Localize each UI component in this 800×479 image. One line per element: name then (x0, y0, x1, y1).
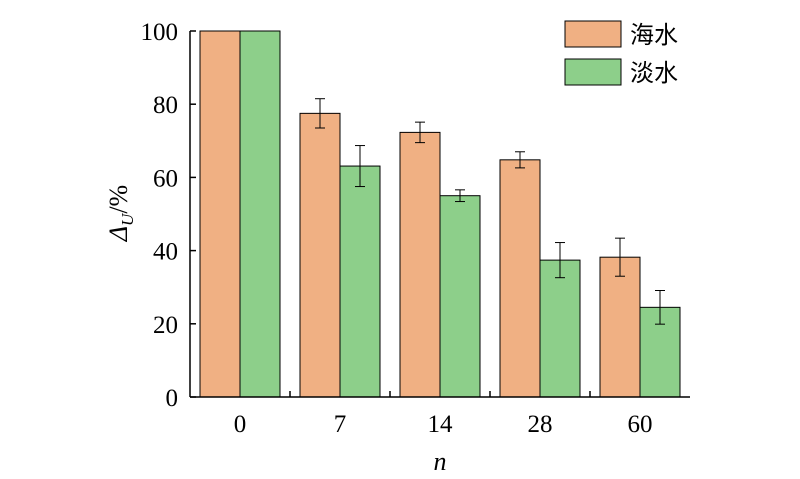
y-axis-label-unit: /% (104, 185, 133, 214)
bar-淡水-7 (339, 165, 381, 398)
x-tick-label-0: 0 (234, 411, 247, 438)
bar-海水-14 (399, 131, 441, 398)
legend-swatch-海水 (564, 20, 622, 48)
x-axis-label: n (434, 447, 447, 476)
bar-海水-28 (499, 159, 541, 398)
y-tick-label-40: 40 (153, 239, 178, 266)
x-tick-label-7: 7 (334, 411, 347, 438)
bar-淡水-0 (239, 30, 281, 398)
y-tick-label-100: 100 (141, 19, 179, 46)
x-tick-label-14: 14 (428, 411, 454, 438)
y-tick-label-0: 0 (166, 385, 179, 412)
bar-淡水-14 (439, 195, 481, 398)
x-tick-label-28: 28 (528, 411, 553, 438)
legend-label-海水: 海水 (630, 21, 678, 49)
bars-layer (199, 30, 681, 398)
y-axis-label: ΔU/% (104, 185, 137, 242)
bar-海水-7 (299, 112, 341, 398)
bar-海水-0 (199, 30, 241, 398)
y-axis-label-subscript: U (118, 212, 137, 226)
error-bars-layer (315, 98, 665, 325)
legend-swatch-淡水 (564, 58, 622, 86)
axes-layer: 0 7 14 28 60 0 20 40 60 80 100 (141, 19, 690, 438)
y-tick-label-60: 60 (153, 165, 178, 192)
legend-label-淡水: 淡水 (630, 59, 678, 87)
y-axis-label-symbol: Δ (104, 226, 133, 242)
y-tick-label-20: 20 (153, 312, 178, 339)
y-tick-label-80: 80 (153, 92, 178, 119)
x-tick-label-60: 60 (628, 411, 653, 438)
bar-淡水-28 (539, 259, 581, 398)
bar-海水-60 (599, 256, 641, 398)
